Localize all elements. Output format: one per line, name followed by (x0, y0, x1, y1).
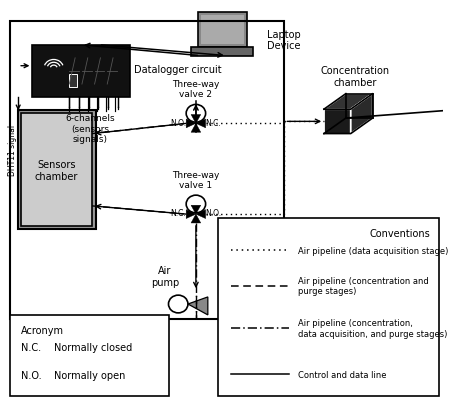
Text: DHT11 signal: DHT11 signal (9, 125, 18, 176)
Text: N.O.: N.O. (206, 209, 222, 218)
Polygon shape (186, 210, 196, 219)
Text: Sensors
chamber: Sensors chamber (35, 160, 78, 181)
Polygon shape (186, 119, 196, 128)
Text: N.O.: N.O. (21, 371, 42, 380)
Polygon shape (191, 124, 201, 133)
Text: Normally open: Normally open (55, 371, 126, 380)
Bar (69, 75, 77, 87)
Bar (191, 48, 254, 56)
Polygon shape (191, 215, 201, 224)
Polygon shape (188, 297, 208, 315)
Polygon shape (191, 206, 201, 215)
Text: N.C.: N.C. (206, 118, 221, 127)
Bar (201, 16, 244, 45)
Circle shape (168, 295, 188, 313)
Text: Acronym: Acronym (21, 325, 64, 335)
Text: Conventions: Conventions (369, 229, 430, 239)
Text: Normally closed: Normally closed (55, 342, 133, 352)
Text: Laptop
Device: Laptop Device (267, 30, 301, 51)
Text: Air pipeline (concentration,
data acquisition, and purge stages): Air pipeline (concentration, data acquis… (298, 319, 447, 338)
Text: Air
pump: Air pump (151, 265, 179, 287)
Polygon shape (191, 115, 201, 124)
Text: Three-way
valve 1: Three-way valve 1 (172, 170, 219, 190)
Text: N.C.: N.C. (170, 209, 186, 218)
Text: Concentration
chamber: Concentration chamber (320, 66, 390, 88)
Text: Air pipeline (concentration and
purge stages): Air pipeline (concentration and purge st… (298, 276, 428, 296)
Bar (21, 114, 92, 227)
Bar (32, 46, 129, 98)
Polygon shape (351, 94, 373, 134)
Polygon shape (196, 119, 206, 128)
Text: N.C.: N.C. (21, 342, 41, 352)
Text: Control and data line: Control and data line (298, 370, 386, 379)
Bar (10, 315, 169, 396)
Text: Datalogger circuit: Datalogger circuit (134, 65, 222, 75)
Text: 6-channels
(sensors
signals): 6-channels (sensors signals) (65, 114, 115, 144)
Bar (198, 13, 247, 48)
Polygon shape (196, 210, 206, 219)
Polygon shape (324, 94, 373, 110)
Text: Three-way
valve 2: Three-way valve 2 (172, 80, 219, 99)
Circle shape (186, 196, 206, 213)
Bar (18, 111, 96, 230)
Text: N.O.: N.O. (170, 118, 186, 127)
Text: Air pipeline (data acquisition stage): Air pipeline (data acquisition stage) (298, 246, 448, 255)
Bar (10, 21, 284, 319)
Circle shape (186, 105, 206, 123)
Polygon shape (324, 110, 351, 134)
Bar (218, 219, 439, 396)
